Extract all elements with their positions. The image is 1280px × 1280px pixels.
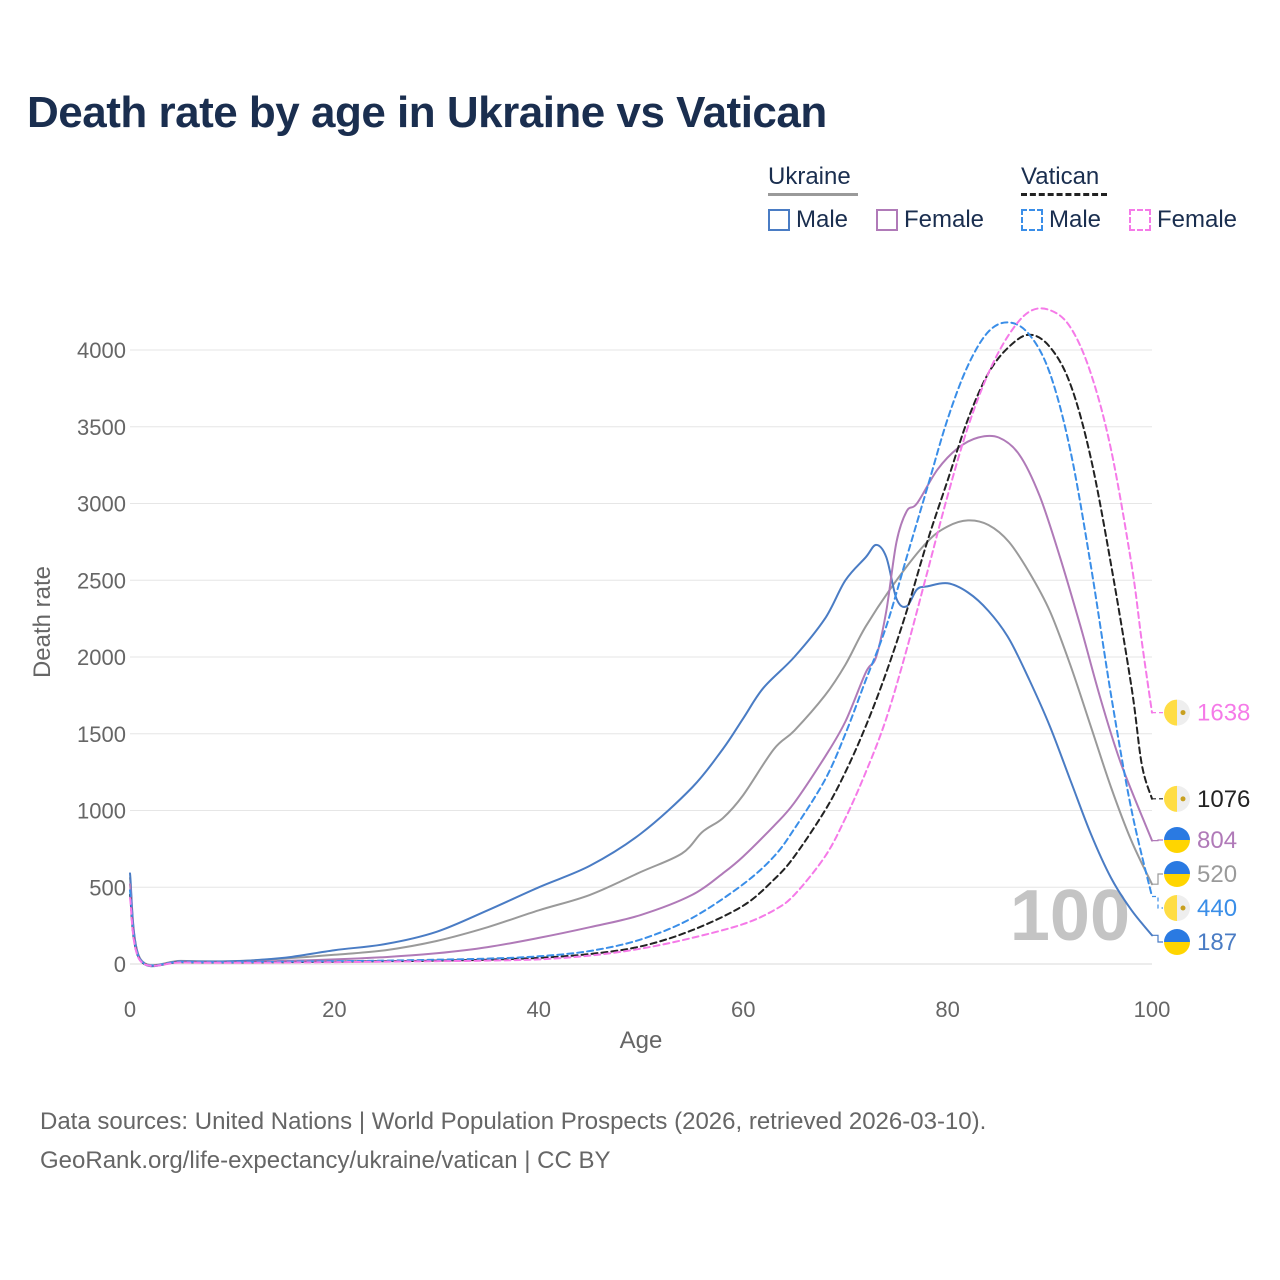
- flag-ukraine-bottom: [1164, 840, 1190, 853]
- y-tick-label-1000: 1000: [77, 799, 126, 824]
- legend-group-vatican-underline: [1021, 193, 1107, 196]
- series-line-va_female: [129, 307, 1153, 967]
- legend-item-ukraine-female[interactable]: Female: [876, 206, 984, 234]
- x-tick-label-0: 0: [124, 997, 136, 1022]
- x-tick-label-60: 60: [731, 997, 755, 1022]
- legend-swatch-vatican-male: [1021, 209, 1043, 231]
- legend-item-vatican-male[interactable]: Male: [1021, 206, 1101, 234]
- x-tick-label-20: 20: [322, 997, 346, 1022]
- end-connector-ua_male: [1152, 934, 1163, 943]
- y-tick-label-2000: 2000: [77, 645, 126, 670]
- legend-group-vatican-label: Vatican: [1021, 163, 1100, 190]
- series-line-ua_male: [129, 543, 1153, 968]
- legend-item-vatican-male-label: Male: [1049, 206, 1102, 233]
- end-label-va_male: 440: [1197, 895, 1237, 922]
- series-end-labels: 1638 1076 804 520 440 187: [1152, 699, 1250, 956]
- flag-icon-vatican: [1164, 785, 1191, 812]
- y-tick-label-3000: 3000: [77, 492, 126, 517]
- legend-item-ukraine-male-label: Male: [796, 206, 849, 233]
- flag-vatican-left: [1164, 699, 1177, 726]
- end-connector-ua_total: [1152, 873, 1163, 885]
- flag-vatican-emblem: [1180, 905, 1186, 911]
- y-tick-label-2500: 2500: [77, 568, 126, 593]
- series-lines: [129, 307, 1153, 968]
- y-tick-label-1500: 1500: [77, 722, 126, 747]
- flag-vatican-left: [1164, 785, 1177, 812]
- y-tick-label-3500: 3500: [77, 415, 126, 440]
- x-axis-ticks: 0 20 40 60 80 100: [124, 997, 1170, 1022]
- x-tick-label-100: 100: [1134, 997, 1171, 1022]
- series-line-ua_total: [129, 519, 1153, 967]
- y-tick-label-0: 0: [114, 952, 126, 977]
- flag-ukraine-bottom: [1164, 874, 1190, 887]
- flag-icon-ukraine: [1164, 827, 1190, 853]
- flag-icon-ukraine: [1164, 929, 1190, 955]
- legend-item-vatican-female-label: Female: [1157, 206, 1238, 233]
- end-label-ua_total: 520: [1197, 861, 1237, 888]
- y-tick-label-4000: 4000: [77, 338, 126, 363]
- legend-swatch-ukraine-male: [768, 209, 790, 231]
- legend-item-ukraine-female-label: Female: [904, 206, 985, 233]
- x-tick-label-80: 80: [935, 997, 959, 1022]
- legend-swatch-ukraine-female: [876, 209, 898, 231]
- legend-item-vatican-female[interactable]: Female: [1129, 206, 1237, 234]
- flag-icon-vatican: [1164, 699, 1191, 726]
- flag-ukraine-top: [1164, 827, 1190, 840]
- y-axis-label: Death rate: [29, 566, 56, 678]
- x-tick-label-40: 40: [527, 997, 551, 1022]
- legend-group-vatican: Vatican: [1021, 163, 1107, 196]
- legend-group-ukraine: Ukraine: [768, 163, 858, 196]
- end-connector-va_male: [1152, 895, 1163, 909]
- series-line-ua_female: [129, 434, 1153, 967]
- end-label-va_total: 1076: [1197, 786, 1250, 813]
- y-axis-ticks: 0 500 1000 1500 2000 2500 3000 3500 4000: [77, 338, 126, 977]
- chart-grid: [130, 349, 1152, 965]
- y-tick-label-500: 500: [89, 875, 126, 900]
- series-line-va_male: [129, 321, 1153, 967]
- flag-ukraine-bottom: [1164, 942, 1190, 955]
- chart-title: Death rate by age in Ukraine vs Vatican: [27, 88, 827, 137]
- flag-vatican-emblem: [1180, 796, 1186, 802]
- legend-swatch-vatican-female: [1129, 209, 1151, 231]
- age-annotation: 100: [1010, 876, 1130, 956]
- flag-ukraine-top: [1164, 929, 1190, 942]
- flag-vatican-left: [1164, 895, 1177, 921]
- flag-icon-vatican: [1164, 895, 1190, 921]
- footer-credit[interactable]: GeoRank.org/life-expectancy/ukraine/vati…: [40, 1147, 611, 1174]
- flag-vatican-emblem: [1180, 710, 1186, 716]
- end-label-ua_male: 187: [1197, 929, 1237, 956]
- end-label-ua_female: 804: [1197, 827, 1237, 854]
- flag-ukraine-top: [1164, 861, 1190, 874]
- flag-icon-ukraine: [1164, 861, 1190, 887]
- end-label-va_female: 1638: [1197, 700, 1250, 727]
- x-axis-label: Age: [620, 1027, 663, 1054]
- end-connector-ua_female: [1152, 839, 1163, 842]
- legend-group-ukraine-underline: [768, 193, 858, 196]
- legend-group-ukraine-label: Ukraine: [768, 163, 851, 190]
- legend-item-ukraine-male[interactable]: Male: [768, 206, 848, 234]
- footer-sources: Data sources: United Nations | World Pop…: [40, 1108, 987, 1135]
